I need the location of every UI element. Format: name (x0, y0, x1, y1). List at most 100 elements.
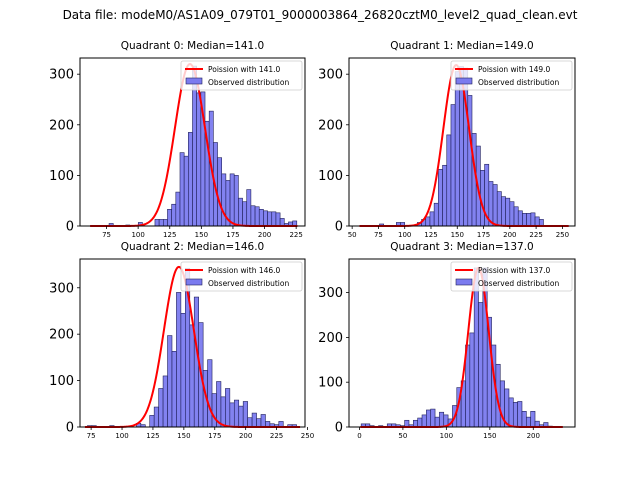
x-tick-label: 50 (398, 432, 407, 440)
histogram-bar (229, 402, 235, 428)
histogram-bar (526, 213, 532, 227)
axes-frame (348, 258, 576, 428)
histogram-bar (513, 206, 519, 227)
histogram-bar (211, 393, 217, 428)
histogram-bar (254, 206, 260, 227)
x-tick-label: 250 (301, 432, 314, 440)
x-tick-label: 125 (424, 231, 437, 239)
x-tick-label: 150 (195, 231, 208, 239)
histogram-bar (433, 202, 439, 227)
histogram-bar (233, 399, 240, 428)
histogram-bar (217, 157, 222, 227)
histogram-bar (530, 411, 536, 428)
x-tick-label: 125 (146, 432, 159, 440)
histogram-bar (417, 417, 423, 428)
legend-box (450, 261, 573, 292)
axes-frame (348, 57, 576, 227)
legend-label-poisson: Poission with 149.0 (478, 65, 551, 74)
histogram-bar (530, 212, 536, 227)
histogram-bar (446, 134, 452, 227)
histogram-bar (162, 375, 168, 428)
histogram-bar (526, 416, 531, 428)
subplot-1: Quadrant 1: Median=149.0 50 75 100 125 150 175… (318, 40, 576, 239)
legend-bar-swatch (185, 77, 203, 85)
y-tick-label: 100 (49, 169, 74, 184)
y-tick-label: 0 (335, 220, 343, 235)
histogram-bar (167, 335, 173, 428)
x-tick-label: 100 (440, 432, 453, 440)
x-tick-label: 175 (226, 231, 239, 239)
histogram-bar (271, 211, 277, 227)
x-tick-label: 200 (503, 231, 516, 239)
x-tick-label: 150 (451, 231, 464, 239)
y-tick-label: 300 (49, 281, 74, 296)
x-tick-label: 200 (239, 432, 252, 440)
histogram-bar (242, 401, 248, 428)
histogram-bar (478, 302, 484, 428)
histogram-bar (496, 191, 502, 227)
legend: Poission with 146.0 Observed distribution (180, 261, 303, 292)
y-tick-label: 0 (335, 421, 343, 436)
y-tick-label: 0 (66, 421, 74, 436)
histogram-bar (171, 351, 177, 428)
histogram-bar (508, 397, 514, 428)
subplot-0: Quadrant 0: Median=141.0 75 100 125 150 175 20… (49, 40, 306, 239)
axes-frame (79, 258, 306, 428)
legend-label-poisson: Poission with 146.0 (208, 266, 281, 275)
histogram-bar (509, 201, 515, 227)
histogram-bar (242, 201, 248, 227)
legend: Poission with 137.0 Observed distribution (450, 261, 573, 292)
histogram-bar (171, 203, 177, 227)
histogram-bar (221, 173, 227, 227)
histogram-bar (429, 211, 435, 227)
legend-bar-swatch (455, 77, 473, 85)
legend-bar-swatch (455, 278, 473, 286)
histogram-bar (421, 414, 427, 428)
histogram-bar (467, 95, 473, 227)
legend-label-poisson: Poission with 141.0 (208, 65, 281, 74)
histogram-bar (521, 411, 527, 428)
x-tick-label: 225 (270, 432, 283, 440)
histogram-bar (229, 173, 235, 227)
subplot-title: Quadrant 2: Median=146.0 (121, 241, 264, 253)
histogram-bar (426, 409, 432, 428)
histogram-bar (175, 191, 181, 227)
histogram-bar (188, 132, 193, 227)
y-tick-label: 100 (318, 169, 343, 184)
x-tick-label: 175 (208, 432, 221, 440)
histogram-bar (158, 388, 164, 428)
x-tick-label: 175 (477, 231, 490, 239)
x-tick-label: 50 (348, 231, 357, 239)
x-tick-label: 100 (398, 231, 411, 239)
histogram-bar (246, 189, 252, 227)
x-tick-label: 125 (163, 231, 176, 239)
y-tick-label: 300 (49, 68, 74, 83)
subplot-title: Quadrant 1: Median=149.0 (390, 40, 533, 52)
histogram-bar (233, 175, 239, 227)
y-tick-label: 300 (318, 286, 343, 301)
histogram-bar (438, 169, 443, 227)
histogram-bar (196, 92, 202, 227)
legend-label-poisson: Poission with 137.0 (478, 266, 551, 275)
y-tick-label: 200 (49, 118, 74, 133)
subplot-title: Quadrant 0: Median=141.0 (121, 40, 264, 52)
x-tick-label: 250 (556, 231, 569, 239)
x-tick-label: 75 (374, 231, 383, 239)
histogram-bar (430, 408, 436, 428)
x-tick-label: 225 (529, 231, 542, 239)
y-tick-label: 100 (318, 376, 343, 391)
y-tick-label: 200 (318, 331, 343, 346)
x-tick-label: 75 (87, 432, 96, 440)
axes-frame (79, 57, 306, 227)
histogram-bar (450, 104, 456, 227)
x-tick-label: 100 (131, 231, 144, 239)
legend-label-observed: Observed distribution (208, 279, 289, 288)
legend-box (180, 60, 303, 91)
suptitle: Data file: modeM0/AS1A09_079T01_90000038… (62, 8, 578, 22)
histogram-bar (425, 216, 431, 227)
histogram-bar (153, 406, 159, 428)
histogram-bar (167, 209, 172, 227)
histogram-bar (149, 415, 155, 428)
subplot-3: Quadrant 3: Median=137.0 0 50 100 150 200 0 100… (318, 241, 576, 440)
